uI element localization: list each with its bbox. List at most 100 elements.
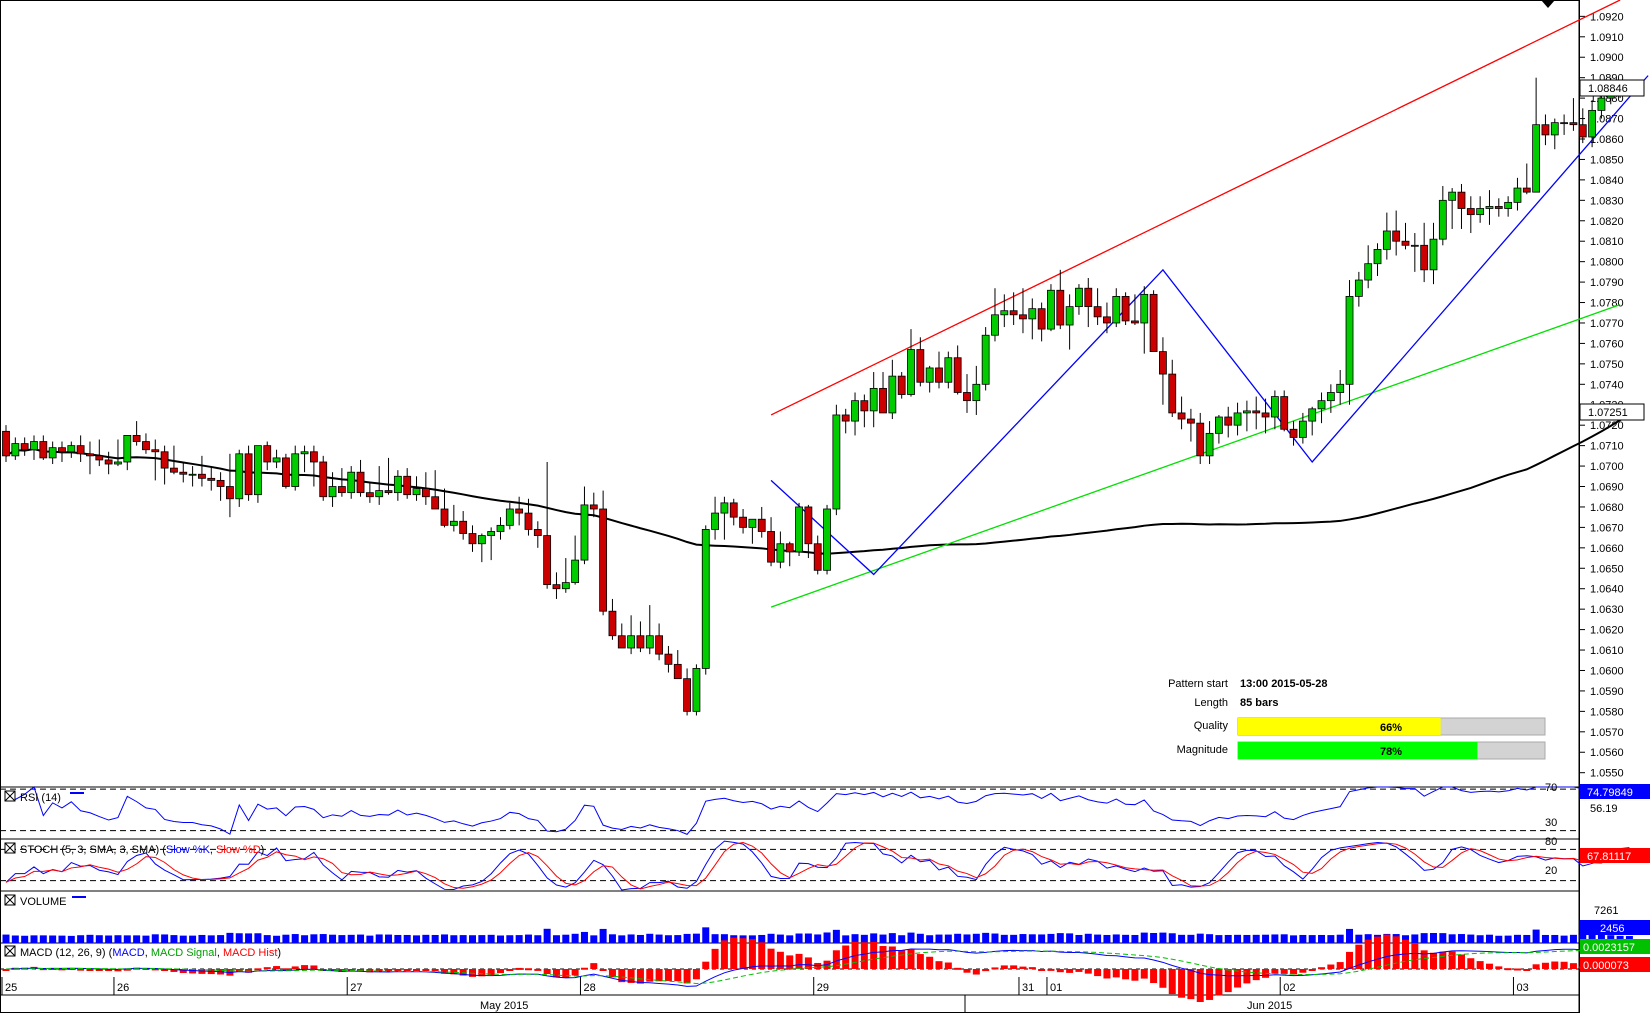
candle	[496, 517, 505, 540]
volume-bar	[263, 935, 271, 943]
candle-body	[300, 451, 309, 455]
stoch-close-icon[interactable]	[4, 842, 16, 854]
candle-body	[170, 467, 178, 473]
volume-bar	[590, 935, 598, 943]
candle	[692, 664, 701, 716]
candle	[1196, 412, 1205, 465]
candle-body	[356, 471, 365, 494]
candle	[1075, 284, 1083, 315]
candle	[1028, 298, 1037, 340]
candle	[1382, 212, 1391, 260]
candle-body	[1140, 293, 1149, 324]
rsi-close-icon[interactable]	[4, 790, 16, 802]
candle	[235, 449, 244, 507]
rsi-pane: RSI (14) 70 30 74.79849 56.19	[0, 782, 1650, 835]
volume-bars	[2, 927, 1633, 943]
price-tick-label: 1.0670	[1590, 522, 1624, 534]
candle-body	[365, 492, 374, 498]
volume-bar	[1346, 928, 1354, 943]
candle-body	[599, 508, 608, 612]
candle-body	[505, 508, 514, 526]
candle-body	[95, 455, 104, 461]
volume-bar	[1411, 934, 1419, 943]
candle-body	[515, 508, 524, 514]
candle-body	[757, 518, 766, 532]
macd-hist-bar	[963, 969, 971, 973]
price-tick-label: 1.0610	[1590, 645, 1624, 657]
volume-bar	[627, 934, 635, 943]
candle-body	[673, 663, 682, 680]
candle-body	[785, 543, 794, 553]
volume-bar	[907, 932, 915, 943]
volume-bar	[804, 933, 812, 943]
candle	[617, 623, 626, 649]
rsi-second-value: 56.19	[1590, 803, 1618, 815]
candle	[1485, 190, 1494, 225]
candle	[272, 449, 281, 469]
macd-hist-current-value: 0.000073	[1583, 960, 1629, 972]
candle	[403, 468, 412, 499]
candle-body	[76, 445, 85, 455]
candle-body	[1131, 320, 1139, 324]
rsi-level-70: 70	[1545, 782, 1557, 794]
volume-bar	[1318, 934, 1326, 943]
macd-hist-bar	[496, 969, 504, 974]
volume-bar	[254, 933, 262, 943]
macd-hist-bar	[1411, 943, 1419, 969]
price-tick-label: 1.0860	[1590, 134, 1624, 146]
candle-body	[1000, 310, 1009, 316]
volume-bar	[646, 933, 654, 943]
volume-bar	[1336, 934, 1344, 943]
volume-bar	[879, 934, 887, 943]
volume-bar	[1196, 933, 1204, 943]
macd-hist-bar	[1028, 967, 1036, 970]
macd-hist-bar	[1355, 944, 1363, 969]
macd-hist-bar	[1019, 966, 1027, 969]
candle-body	[1196, 422, 1205, 457]
macd-hist-bar	[450, 969, 458, 975]
macd-hist-bar	[1047, 968, 1055, 971]
candle	[757, 506, 766, 538]
stoch-title-params: (5, 3, SMA, 3, SMA) (	[58, 844, 166, 856]
volume-bar	[991, 933, 999, 943]
price-tick-label: 1.0870	[1590, 114, 1624, 126]
price-tick-label: 1.0690	[1590, 482, 1624, 494]
volume-bar	[916, 933, 924, 943]
macd-hist-bar	[1457, 954, 1465, 969]
volume-bar	[1262, 934, 1270, 943]
volume-bar	[851, 934, 859, 943]
volume-bar	[1532, 929, 1540, 943]
macd-hist-bar	[422, 969, 430, 971]
volume-bar	[282, 934, 290, 943]
candle-body	[1168, 373, 1177, 414]
candle-body	[589, 504, 598, 510]
top-right-arrow-icon[interactable]	[1541, 0, 1555, 8]
candle	[636, 621, 645, 653]
volume-bar	[245, 933, 253, 943]
candle-body	[142, 441, 150, 451]
macd-hist-bar	[413, 969, 421, 971]
candle-body	[804, 506, 813, 545]
candle	[67, 441, 76, 458]
candle	[1466, 196, 1475, 234]
macd-close-icon[interactable]	[4, 945, 16, 957]
volume-bar	[683, 933, 691, 943]
candle	[123, 435, 132, 471]
candle-body	[216, 479, 225, 487]
candle	[132, 421, 141, 446]
candle-body	[701, 529, 710, 669]
volume-bar	[329, 934, 337, 943]
candle	[1270, 390, 1279, 430]
last-price-marker: 1.08846	[1579, 79, 1645, 97]
macd-hist-bar	[935, 961, 943, 969]
volume-bar	[487, 934, 495, 943]
volume-close-icon[interactable]	[4, 894, 16, 906]
macd-hist-bar	[870, 941, 878, 969]
macd-hist-bar	[1392, 936, 1400, 969]
candle-body	[823, 508, 831, 571]
candle	[104, 451, 113, 475]
macd-hist-bar	[739, 938, 747, 969]
candle	[198, 455, 206, 487]
macd-hist-bar	[860, 942, 868, 969]
volume-bar	[86, 934, 94, 943]
